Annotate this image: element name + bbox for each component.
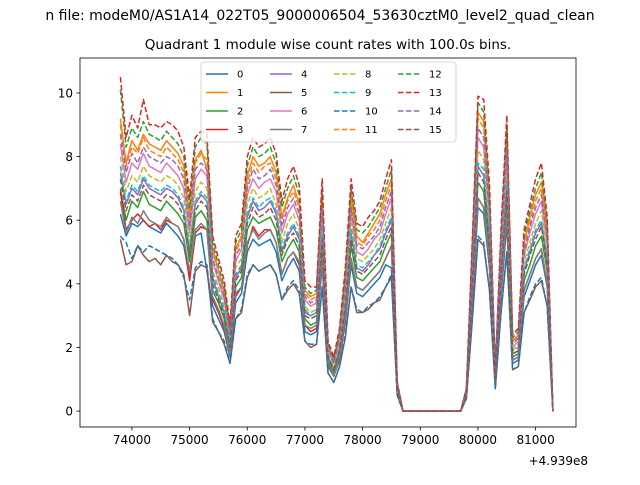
legend-label-11: 11 xyxy=(365,125,378,136)
plot-area xyxy=(119,77,554,412)
y-tick-label: 6 xyxy=(65,214,73,228)
x-tick-label: 79000 xyxy=(401,433,439,447)
y-tick-label: 8 xyxy=(65,150,73,164)
legend-label-9: 9 xyxy=(365,88,371,99)
legend-label-5: 5 xyxy=(301,88,307,99)
legend-label-4: 4 xyxy=(301,70,307,81)
legend-label-13: 13 xyxy=(429,88,442,99)
legend-label-3: 3 xyxy=(237,125,243,136)
x-tick-label: 77000 xyxy=(286,433,324,447)
x-tick-label: 75000 xyxy=(170,433,208,447)
x-axis-offset-label: +4.939e8 xyxy=(529,454,588,468)
legend-label-0: 0 xyxy=(237,70,243,81)
legend-box xyxy=(200,61,457,143)
y-tick-label: 10 xyxy=(58,86,73,100)
series-line-1 xyxy=(119,111,554,412)
legend-label-8: 8 xyxy=(365,70,371,81)
legend-label-12: 12 xyxy=(429,70,442,81)
axes-frame xyxy=(79,57,577,428)
series-line-2 xyxy=(119,181,554,412)
series-line-5 xyxy=(119,238,554,412)
y-tick-label: 4 xyxy=(65,277,73,291)
series-line-8 xyxy=(119,149,554,412)
legend-label-6: 6 xyxy=(301,107,307,118)
legend-label-15: 15 xyxy=(429,125,442,136)
legend-label-14: 14 xyxy=(429,107,442,118)
series-line-15 xyxy=(119,171,554,412)
legend-label-10: 10 xyxy=(365,107,378,118)
figure-suptitle: n file: modeM0/AS1A14_022T05_9000006504_… xyxy=(45,8,594,24)
series-line-14 xyxy=(119,127,554,412)
x-tick-label: 81000 xyxy=(517,433,555,447)
y-tick-label: 0 xyxy=(65,405,73,419)
series-line-13 xyxy=(119,77,554,412)
legend-label-2: 2 xyxy=(237,107,243,118)
legend-label-1: 1 xyxy=(237,88,243,99)
chart-title: Quadrant 1 module wise count rates with … xyxy=(145,37,511,53)
axes: 74000 75000 76000 77000 78000 79000 80000 81000… xyxy=(58,57,577,447)
x-tick-label: 74000 xyxy=(113,433,151,447)
y-tick-label: 2 xyxy=(65,341,73,355)
series-line-12 xyxy=(119,89,554,412)
series-line-10 xyxy=(119,235,554,412)
series-line-7 xyxy=(119,197,554,412)
x-tick-label: 78000 xyxy=(344,433,382,447)
x-tick-label: 76000 xyxy=(228,433,266,447)
legend-label-7: 7 xyxy=(301,125,307,136)
x-tick-label: 80000 xyxy=(459,433,497,447)
